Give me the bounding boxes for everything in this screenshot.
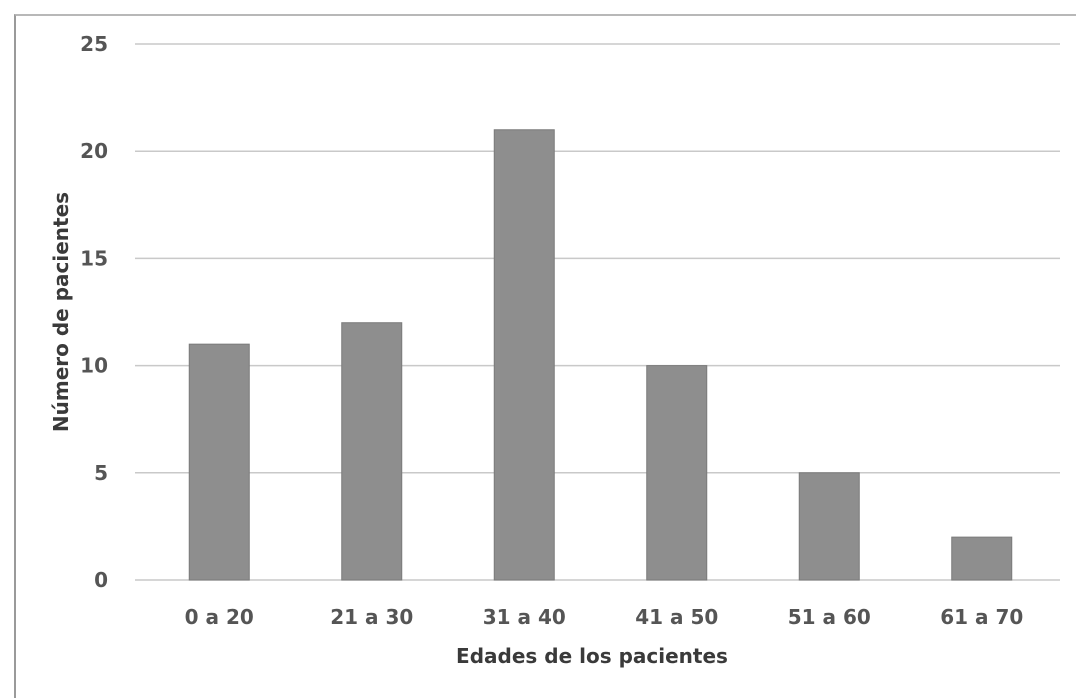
x-tick-label: 0 a 20: [185, 605, 254, 629]
x-tick-label: 31 a 40: [483, 605, 566, 629]
y-tick-label: 25: [80, 32, 108, 56]
x-tick-labels: 0 a 20 21 a 30 31 a 40 41 a 50 51 a 60 61 a 7…: [185, 605, 1024, 629]
y-tick-label: 10: [80, 354, 108, 378]
y-tick-label: 5: [94, 461, 108, 485]
x-tick-label: 41 a 50: [635, 605, 718, 629]
y-tick-labels: 0 5 10 15 20 25: [80, 32, 108, 592]
gridlines: [135, 43, 1060, 581]
bar-31-a-40: [493, 129, 555, 581]
bars: [188, 129, 1013, 581]
y-tick-label: 0: [94, 568, 108, 592]
bar-21-a-30: [341, 322, 403, 581]
y-tick-label: 15: [80, 246, 108, 270]
bar-51-a-60: [798, 472, 860, 581]
x-tick-label: 21 a 30: [330, 605, 413, 629]
bar-61-a-70: [951, 536, 1013, 581]
x-axis-title: Edades de los pacientes: [456, 644, 728, 668]
y-axis-title: Número de pacientes: [49, 192, 73, 432]
x-tick-label: 51 a 60: [788, 605, 871, 629]
bar-41-a-50: [646, 365, 708, 581]
x-tick-label: 61 a 70: [940, 605, 1023, 629]
chart-frame: [14, 14, 1076, 698]
bar-0-a-20: [188, 343, 250, 581]
y-tick-label: 20: [80, 139, 108, 163]
